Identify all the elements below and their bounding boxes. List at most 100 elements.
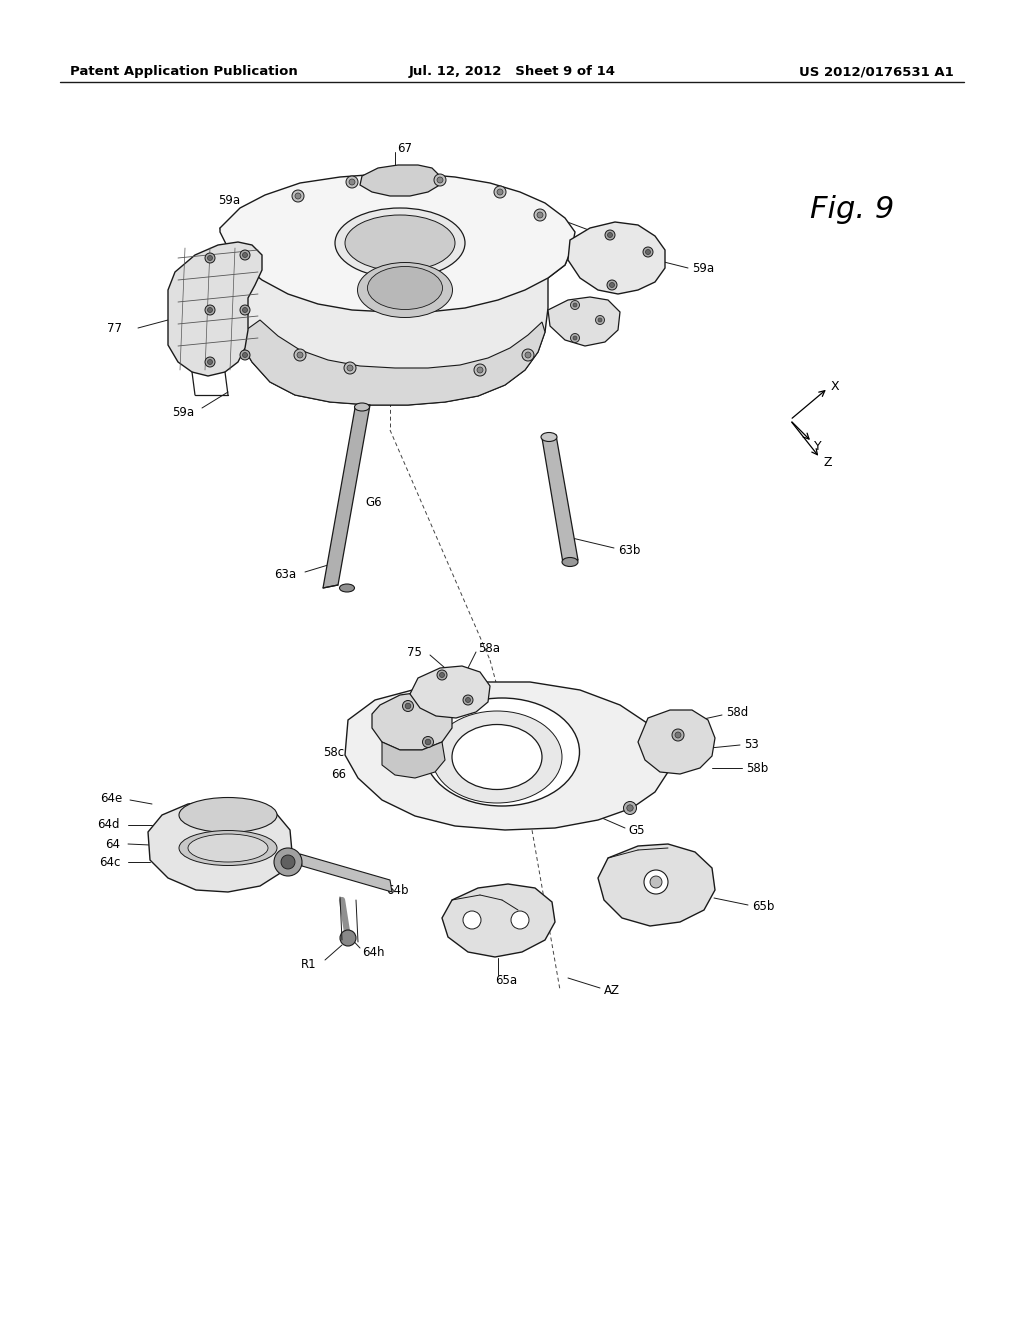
Circle shape xyxy=(497,189,503,195)
Ellipse shape xyxy=(425,698,580,807)
Polygon shape xyxy=(345,682,668,830)
Text: G6: G6 xyxy=(365,495,382,508)
Circle shape xyxy=(439,672,444,677)
Circle shape xyxy=(570,301,580,309)
Circle shape xyxy=(205,253,215,263)
Polygon shape xyxy=(323,405,370,587)
Circle shape xyxy=(607,280,617,290)
Circle shape xyxy=(675,733,681,738)
Polygon shape xyxy=(148,800,292,892)
Text: 63a: 63a xyxy=(273,569,296,582)
Circle shape xyxy=(525,352,531,358)
Text: R1: R1 xyxy=(300,958,316,972)
Circle shape xyxy=(463,911,481,929)
Ellipse shape xyxy=(335,209,465,279)
Polygon shape xyxy=(638,710,715,774)
Circle shape xyxy=(349,180,355,185)
Text: 64c: 64c xyxy=(98,855,120,869)
Circle shape xyxy=(240,305,250,315)
Text: X: X xyxy=(831,380,840,392)
Text: Z: Z xyxy=(823,455,831,469)
Text: 63b: 63b xyxy=(618,544,640,557)
Circle shape xyxy=(402,701,414,711)
Circle shape xyxy=(208,308,213,313)
Circle shape xyxy=(609,282,614,288)
Circle shape xyxy=(281,855,295,869)
Circle shape xyxy=(240,350,250,360)
Text: 64: 64 xyxy=(105,837,120,850)
Polygon shape xyxy=(238,319,545,405)
Text: US 2012/0176531 A1: US 2012/0176531 A1 xyxy=(800,66,954,78)
Circle shape xyxy=(573,337,577,341)
Text: 65a: 65a xyxy=(495,974,517,986)
Polygon shape xyxy=(220,174,575,312)
Text: 59a: 59a xyxy=(692,261,714,275)
Circle shape xyxy=(643,247,653,257)
Circle shape xyxy=(650,876,662,888)
Text: 59: 59 xyxy=(614,231,629,244)
Circle shape xyxy=(346,176,358,187)
Ellipse shape xyxy=(432,711,562,803)
Circle shape xyxy=(243,308,248,313)
Polygon shape xyxy=(410,667,490,718)
Text: 64e: 64e xyxy=(99,792,122,805)
Ellipse shape xyxy=(340,583,354,591)
Text: Jul. 12, 2012   Sheet 9 of 14: Jul. 12, 2012 Sheet 9 of 14 xyxy=(409,66,615,78)
Polygon shape xyxy=(382,742,445,777)
Ellipse shape xyxy=(452,725,542,789)
Circle shape xyxy=(605,230,615,240)
Ellipse shape xyxy=(345,215,455,271)
Circle shape xyxy=(423,737,433,747)
Circle shape xyxy=(243,252,248,257)
Text: 64b: 64b xyxy=(386,883,409,896)
Circle shape xyxy=(406,704,411,709)
Polygon shape xyxy=(568,222,665,294)
Text: Y: Y xyxy=(814,440,821,453)
Text: G5: G5 xyxy=(628,824,644,837)
Circle shape xyxy=(624,801,637,814)
Polygon shape xyxy=(542,436,578,564)
Circle shape xyxy=(344,362,356,374)
Polygon shape xyxy=(220,228,572,405)
Circle shape xyxy=(205,305,215,315)
Text: 64d: 64d xyxy=(97,818,120,832)
Circle shape xyxy=(644,870,668,894)
Circle shape xyxy=(534,209,546,220)
Circle shape xyxy=(570,334,580,342)
Text: 53: 53 xyxy=(744,738,759,751)
Text: Fig. 9: Fig. 9 xyxy=(810,195,894,224)
Circle shape xyxy=(340,931,356,946)
Text: 58b: 58b xyxy=(746,762,768,775)
Text: 75: 75 xyxy=(408,645,422,659)
Circle shape xyxy=(607,232,612,238)
Circle shape xyxy=(347,366,353,371)
Ellipse shape xyxy=(188,834,268,862)
Circle shape xyxy=(463,696,473,705)
Circle shape xyxy=(537,213,543,218)
Polygon shape xyxy=(598,843,715,927)
Circle shape xyxy=(437,177,443,183)
Circle shape xyxy=(596,315,604,325)
Circle shape xyxy=(511,911,529,929)
Circle shape xyxy=(466,697,470,702)
Polygon shape xyxy=(548,297,620,346)
Text: 59a: 59a xyxy=(218,194,240,206)
Circle shape xyxy=(425,739,431,744)
Ellipse shape xyxy=(354,403,370,411)
Ellipse shape xyxy=(179,797,278,833)
Ellipse shape xyxy=(357,263,453,318)
Circle shape xyxy=(292,190,304,202)
Text: 59a: 59a xyxy=(172,405,194,418)
Circle shape xyxy=(434,174,446,186)
Circle shape xyxy=(477,367,483,374)
Text: 58c: 58c xyxy=(323,746,344,759)
Circle shape xyxy=(295,193,301,199)
Circle shape xyxy=(627,805,633,812)
Text: 67: 67 xyxy=(397,141,412,154)
Circle shape xyxy=(437,671,447,680)
Circle shape xyxy=(208,359,213,364)
Circle shape xyxy=(240,249,250,260)
Circle shape xyxy=(522,348,534,360)
Polygon shape xyxy=(300,854,392,892)
Circle shape xyxy=(294,348,306,360)
